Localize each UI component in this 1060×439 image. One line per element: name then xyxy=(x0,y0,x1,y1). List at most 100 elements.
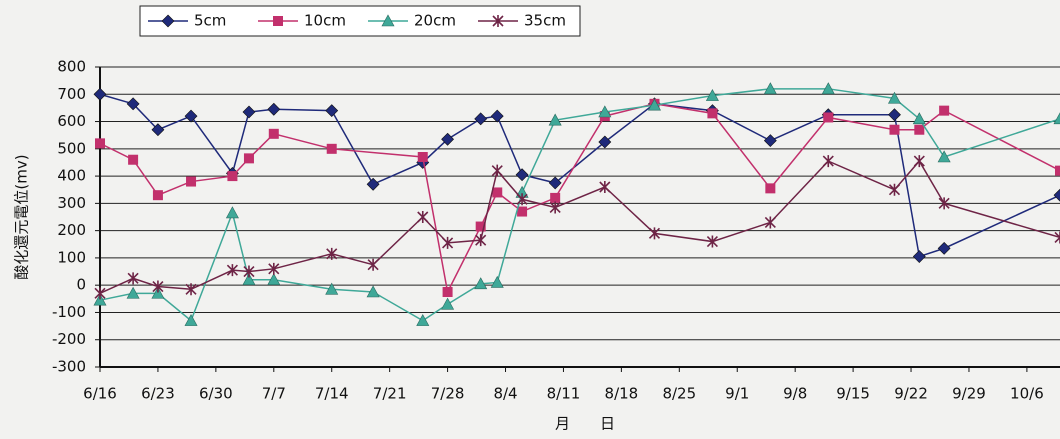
marker xyxy=(548,176,562,190)
y-tick-label: 300 xyxy=(57,194,86,212)
marker xyxy=(268,262,280,275)
y-axis-label: 酸化還元電位(mv) xyxy=(13,154,31,279)
legend-marker xyxy=(381,14,395,27)
marker xyxy=(823,112,834,123)
legend-label: 10cm xyxy=(304,12,346,30)
marker xyxy=(887,91,901,104)
marker xyxy=(937,241,951,255)
marker xyxy=(366,285,380,298)
marker xyxy=(326,143,337,154)
marker xyxy=(912,112,926,125)
marker xyxy=(151,286,165,299)
x-tick-label: 6/30 xyxy=(199,385,233,403)
marker xyxy=(475,234,487,247)
marker xyxy=(707,108,718,119)
marker xyxy=(598,105,612,118)
x-axis-label: 月 日 xyxy=(555,415,615,433)
y-tick-label: -100 xyxy=(52,303,86,321)
legend-label: 35cm xyxy=(524,12,566,30)
marker xyxy=(914,124,925,135)
marker xyxy=(184,109,198,123)
series-line xyxy=(99,159,1060,295)
y-tick-label: -300 xyxy=(52,358,86,376)
y-tick-label: 600 xyxy=(57,112,86,130)
marker xyxy=(226,264,238,277)
x-tick-label: 8/4 xyxy=(493,385,517,403)
x-tick-label: 7/7 xyxy=(262,385,286,403)
marker xyxy=(151,123,165,137)
y-tick-label: 700 xyxy=(57,85,86,103)
marker xyxy=(599,181,611,193)
marker xyxy=(243,153,254,164)
marker xyxy=(126,97,140,111)
marker xyxy=(126,286,140,299)
marker xyxy=(515,168,529,182)
x-tick-label: 9/15 xyxy=(836,385,870,403)
x-tick-label: 8/11 xyxy=(547,385,581,403)
marker xyxy=(889,124,900,135)
marker xyxy=(647,98,661,111)
marker xyxy=(1055,165,1060,176)
marker xyxy=(822,155,834,168)
marker xyxy=(442,287,453,297)
marker xyxy=(490,275,504,288)
marker xyxy=(598,135,612,149)
marker xyxy=(516,193,528,206)
marker xyxy=(491,164,503,177)
plot-area xyxy=(93,82,1060,326)
marker xyxy=(152,190,163,201)
marker xyxy=(152,280,164,293)
marker xyxy=(763,134,777,148)
marker xyxy=(821,82,835,95)
series-line xyxy=(99,93,1060,258)
marker xyxy=(325,104,339,118)
y-tick-label: -200 xyxy=(52,330,86,348)
marker xyxy=(474,277,488,290)
marker xyxy=(185,283,197,296)
legend-marker xyxy=(273,16,283,26)
marker xyxy=(442,236,454,249)
marker xyxy=(93,293,107,306)
marker xyxy=(417,152,428,162)
y-tick-label: 500 xyxy=(57,139,86,157)
marker xyxy=(366,177,380,191)
marker xyxy=(242,105,256,119)
marker xyxy=(912,250,926,263)
y-tick-label: 200 xyxy=(57,221,86,239)
marker xyxy=(267,102,281,116)
marker xyxy=(367,258,379,271)
marker xyxy=(492,187,503,198)
x-tick-label: 9/29 xyxy=(952,385,986,403)
marker xyxy=(417,211,429,223)
marker xyxy=(938,197,950,210)
y-tick-label: 100 xyxy=(57,248,86,266)
marker xyxy=(706,235,718,248)
marker xyxy=(888,108,901,122)
marker xyxy=(267,273,281,286)
x-tick-label: 9/1 xyxy=(725,385,749,403)
marker xyxy=(1053,188,1060,202)
marker xyxy=(939,105,950,116)
x-tick-label: 9/8 xyxy=(783,385,807,403)
x-tick-label: 8/25 xyxy=(662,385,696,403)
marker xyxy=(913,155,925,168)
marker xyxy=(441,297,455,310)
marker xyxy=(416,314,430,326)
marker xyxy=(225,206,239,219)
x-tick-label: 8/18 xyxy=(605,385,639,403)
marker xyxy=(763,82,777,95)
marker xyxy=(888,183,901,196)
marker xyxy=(94,287,106,300)
series-line xyxy=(99,88,1060,322)
marker xyxy=(490,109,504,123)
marker xyxy=(243,265,255,278)
legend-marker xyxy=(161,14,175,28)
marker xyxy=(764,216,776,229)
marker xyxy=(548,113,562,126)
marker xyxy=(242,273,256,286)
marker xyxy=(184,314,198,326)
marker xyxy=(128,154,139,165)
y-tick-label: 400 xyxy=(57,167,86,185)
marker xyxy=(1054,231,1060,244)
